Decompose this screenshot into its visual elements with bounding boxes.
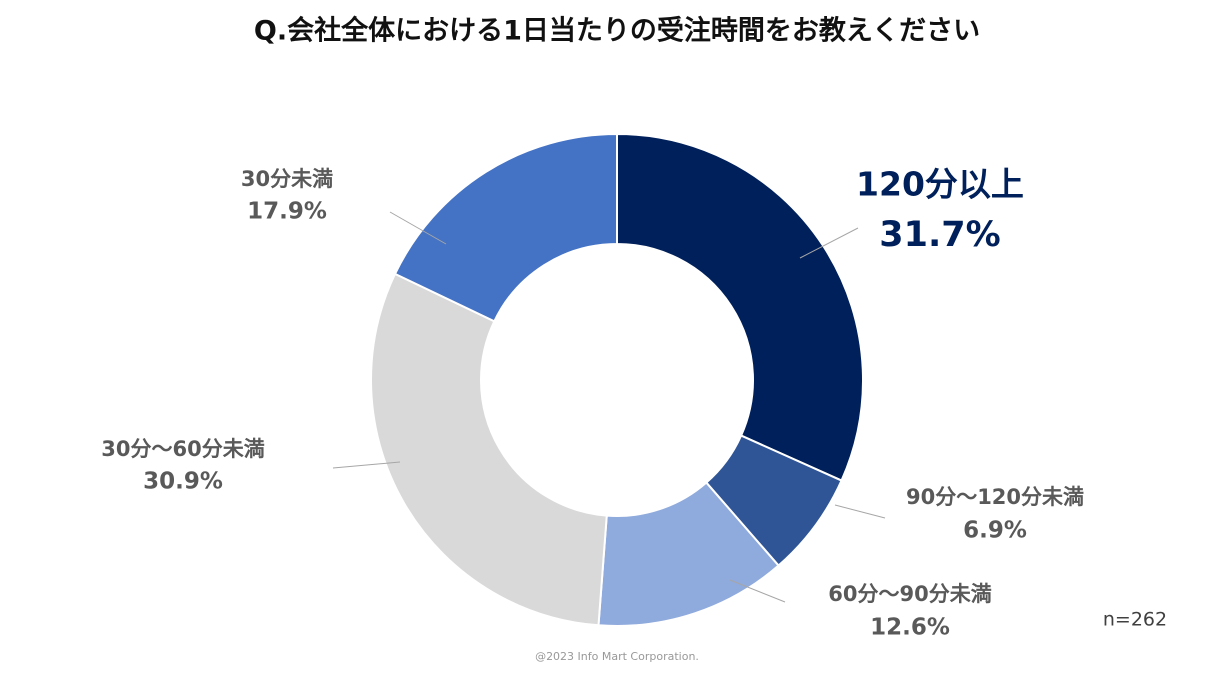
category-label: 90分～120分未満 (906, 485, 1084, 509)
leader-line (799, 227, 859, 259)
value-label: 12.6% (870, 615, 950, 641)
leader-line (389, 211, 447, 245)
note: n=262 (1103, 609, 1167, 631)
donut-slice (616, 132, 864, 482)
category-label: 30分未満 (241, 167, 333, 191)
value-label: 31.7% (879, 215, 1000, 255)
leader-line (332, 461, 401, 469)
donut-slice (393, 132, 618, 323)
category-label: 120分以上 (856, 165, 1024, 204)
leader-line (834, 504, 886, 519)
donut-slice (370, 272, 608, 627)
chart-title: Q.会社全体における1日当たりの受注時間をお教えください (254, 15, 980, 47)
category-label: 60分～90分未満 (828, 582, 991, 606)
credit: @2023 Info Mart Corporation. (535, 650, 699, 663)
value-label: 6.9% (963, 518, 1027, 544)
leader-line (729, 579, 786, 603)
value-label: 17.9% (247, 199, 327, 225)
category-label: 30分～60分未満 (101, 437, 264, 461)
value-label: 30.9% (143, 469, 223, 495)
